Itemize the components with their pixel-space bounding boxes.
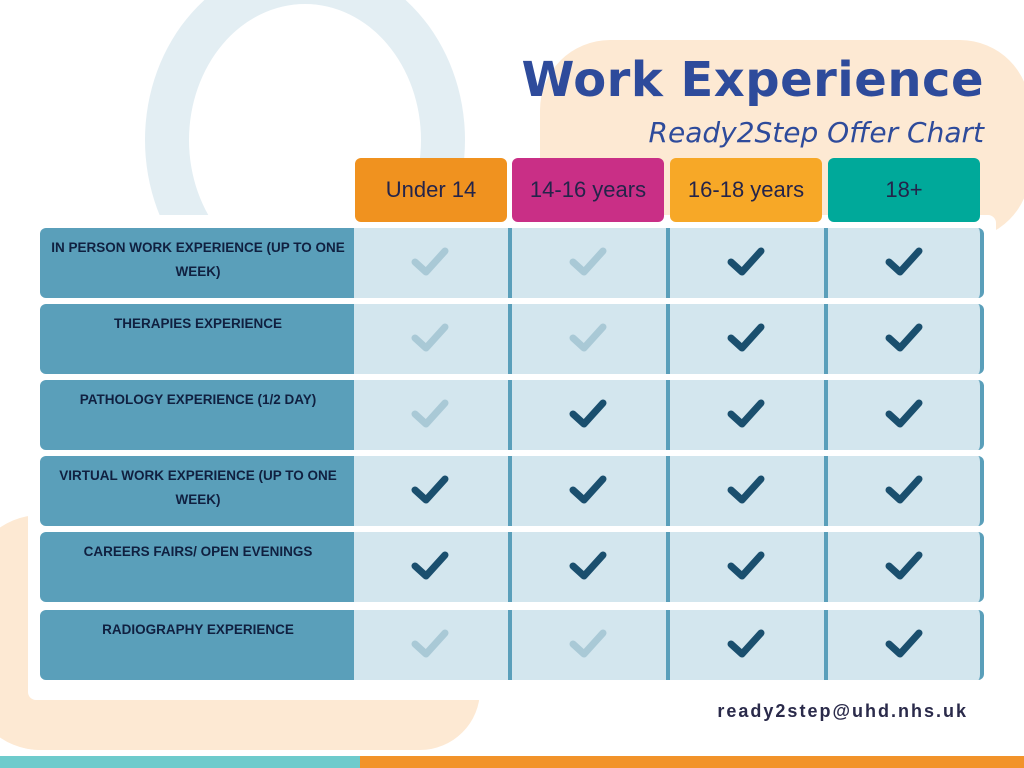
row-label-cell: PATHOLOGY EXPERIENCE (1/2 DAY) — [40, 380, 354, 450]
column-divider — [508, 532, 512, 602]
column-divider — [508, 228, 512, 298]
table-row: VIRTUAL WORK EXPERIENCE (UP TO ONE WEEK) — [40, 456, 984, 526]
row-cells — [354, 532, 984, 602]
check-icon — [884, 469, 924, 509]
column-divider — [824, 532, 828, 602]
column-divider — [824, 610, 828, 680]
row-label-cell: CAREERS FAIRS/ OPEN EVENINGS — [40, 532, 354, 602]
check-faded-icon — [568, 241, 608, 281]
check-icon — [884, 623, 924, 663]
footer-bar-orange — [360, 756, 1024, 768]
column-divider — [508, 456, 512, 526]
check-icon — [726, 317, 766, 357]
column-divider — [824, 380, 828, 450]
footer-bar-teal — [0, 756, 360, 768]
column-header-3: 16-18 years — [670, 158, 822, 222]
column-divider — [666, 304, 670, 374]
column-divider — [508, 380, 512, 450]
check-faded-icon — [410, 241, 450, 281]
check-icon — [884, 241, 924, 281]
check-icon — [568, 469, 608, 509]
row-cells — [354, 304, 984, 374]
row-label: PATHOLOGY EXPERIENCE (1/2 DAY) — [79, 392, 317, 407]
table-row: PATHOLOGY EXPERIENCE (1/2 DAY) — [40, 380, 984, 450]
column-header-4: 18+ — [828, 158, 980, 222]
check-icon — [726, 545, 766, 585]
table-row: RADIOGRAPHY EXPERIENCE — [40, 610, 984, 680]
column-divider — [508, 304, 512, 374]
row-label-cell: IN PERSON WORK EXPERIENCE (UP TO ONE WEE… — [40, 228, 354, 298]
table-row: CAREERS FAIRS/ OPEN EVENINGS — [40, 532, 984, 602]
column-header-1: Under 14 — [355, 158, 507, 222]
row-cells — [354, 456, 984, 526]
page-title: Work Experience — [521, 52, 984, 108]
check-faded-icon — [568, 317, 608, 357]
check-icon — [726, 241, 766, 281]
column-divider — [824, 304, 828, 374]
column-header-2: 14-16 years — [512, 158, 664, 222]
table-row: IN PERSON WORK EXPERIENCE (UP TO ONE WEE… — [40, 228, 984, 298]
decorative-band — [0, 690, 480, 750]
check-faded-icon — [568, 623, 608, 663]
check-icon — [884, 393, 924, 433]
column-divider — [666, 380, 670, 450]
row-label-cell: RADIOGRAPHY EXPERIENCE — [40, 610, 354, 680]
check-icon — [884, 545, 924, 585]
check-icon — [568, 545, 608, 585]
check-icon — [726, 623, 766, 663]
check-faded-icon — [410, 393, 450, 433]
check-icon — [410, 469, 450, 509]
row-label: CAREERS FAIRS/ OPEN EVENINGS — [83, 544, 313, 559]
row-label: IN PERSON WORK EXPERIENCE (UP TO ONE WEE… — [51, 240, 345, 279]
check-icon — [884, 317, 924, 357]
column-divider — [666, 228, 670, 298]
contact-email[interactable]: ready2step@uhd.nhs.uk — [717, 701, 968, 721]
column-divider — [508, 610, 512, 680]
check-faded-icon — [410, 623, 450, 663]
check-faded-icon — [410, 317, 450, 357]
row-cells — [354, 610, 984, 680]
row-cells — [354, 380, 984, 450]
row-label: RADIOGRAPHY EXPERIENCE — [102, 622, 294, 637]
check-icon — [568, 393, 608, 433]
row-label: THERAPIES EXPERIENCE — [113, 316, 283, 331]
row-cells — [354, 228, 984, 298]
column-divider — [666, 456, 670, 526]
column-divider — [666, 532, 670, 602]
column-divider — [824, 228, 828, 298]
page-subtitle: Ready2Step Offer Chart — [648, 116, 984, 149]
check-icon — [726, 393, 766, 433]
check-icon — [410, 545, 450, 585]
column-divider — [666, 610, 670, 680]
row-label-cell: VIRTUAL WORK EXPERIENCE (UP TO ONE WEEK) — [40, 456, 354, 526]
check-icon — [726, 469, 766, 509]
column-divider — [824, 456, 828, 526]
row-label-cell: THERAPIES EXPERIENCE — [40, 304, 354, 374]
table-row: THERAPIES EXPERIENCE — [40, 304, 984, 374]
row-label: VIRTUAL WORK EXPERIENCE (UP TO ONE WEEK) — [59, 468, 337, 507]
